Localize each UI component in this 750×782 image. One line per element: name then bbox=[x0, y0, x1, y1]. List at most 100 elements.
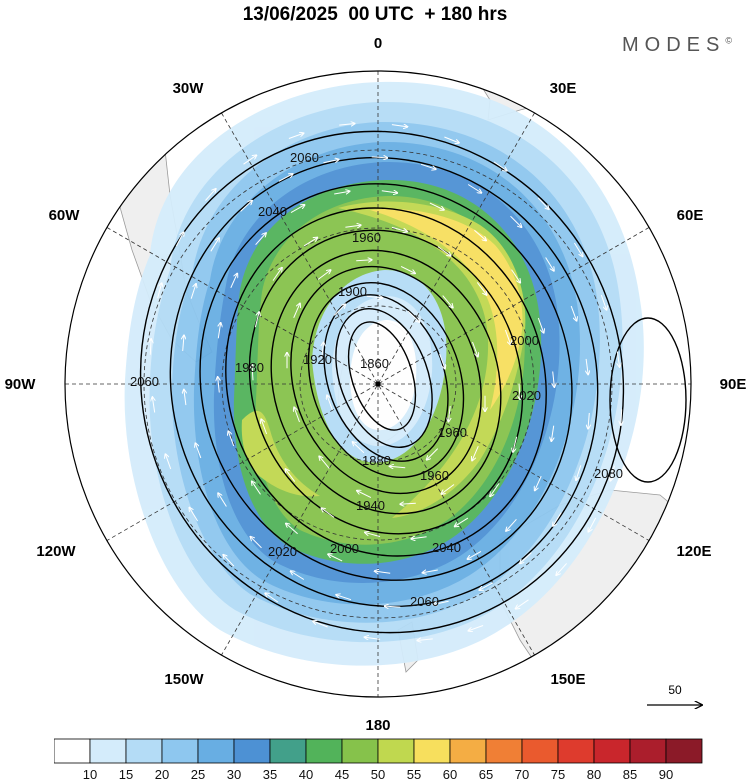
contour-label: 2040 bbox=[258, 204, 287, 219]
wind-arrow bbox=[439, 353, 446, 369]
colorbar-box bbox=[629, 738, 667, 764]
wind-arrow bbox=[433, 600, 449, 604]
wind-arrow bbox=[371, 157, 388, 158]
wind-arrow bbox=[290, 571, 305, 580]
wind-arrow bbox=[556, 563, 567, 575]
wind-arrow bbox=[357, 491, 372, 499]
colorbar-tick: 85 bbox=[623, 767, 637, 782]
wind-arrow bbox=[374, 571, 391, 573]
wind-arrow bbox=[175, 232, 184, 247]
wind-arrow bbox=[319, 456, 330, 469]
contour-label: 1980 bbox=[235, 360, 264, 375]
geopotential-contours bbox=[139, 130, 687, 634]
lon-label-90w: 90W bbox=[5, 376, 37, 393]
wind-arrow bbox=[588, 517, 597, 532]
wind-arrow bbox=[290, 205, 305, 214]
colorbar-tick: 70 bbox=[515, 767, 529, 782]
wind-arrow bbox=[426, 448, 439, 460]
brand-logo: MODES© bbox=[622, 34, 732, 57]
wind-arrow bbox=[553, 371, 555, 388]
contour-label: 1880 bbox=[362, 453, 391, 468]
colorbar-ticks: 10 15 20 25 30 35 40 45 50 55 60 65 70 7… bbox=[83, 767, 673, 782]
wind-arrow bbox=[189, 507, 199, 522]
wind-arrow bbox=[228, 431, 235, 447]
contour-2060-outer bbox=[139, 130, 625, 634]
wind-arrow bbox=[345, 225, 361, 227]
colorbar-tick: 35 bbox=[263, 767, 277, 782]
wind-arrow bbox=[429, 202, 444, 210]
colorbar-tick: 90 bbox=[659, 767, 673, 782]
wind-arrow bbox=[150, 339, 151, 355]
contour-label: 2040 bbox=[432, 540, 461, 555]
wind-arrow bbox=[551, 425, 553, 442]
contour-label: 2060 bbox=[410, 594, 439, 609]
colorbar-tick: 25 bbox=[191, 767, 205, 782]
wind-arrow bbox=[610, 465, 615, 482]
wind-arrow bbox=[448, 406, 450, 422]
wind-arrow bbox=[261, 419, 268, 435]
wind-arrow bbox=[321, 508, 335, 518]
wind-arrow bbox=[313, 621, 328, 628]
lon-label-30w: 30W bbox=[173, 80, 205, 97]
wind-arrow bbox=[490, 483, 500, 496]
wind-arrow bbox=[444, 136, 459, 143]
wind-arrow bbox=[545, 257, 555, 272]
wind-arrow bbox=[519, 383, 520, 400]
contour-label: 1960 bbox=[438, 425, 467, 440]
wind-arrow bbox=[356, 260, 372, 261]
contour-label: 2000 bbox=[510, 333, 539, 348]
wind-arrow bbox=[474, 229, 486, 241]
contour-label: 1920 bbox=[303, 352, 332, 367]
wind-arrow bbox=[205, 189, 216, 201]
wind-arrow bbox=[537, 317, 544, 333]
graticule bbox=[65, 71, 691, 697]
lon-label-0: 0 bbox=[374, 35, 382, 52]
wind-arrow bbox=[365, 532, 381, 538]
wind-arrow bbox=[588, 412, 589, 429]
lon-label-150w: 150W bbox=[164, 671, 204, 688]
colorbar-box bbox=[449, 738, 487, 764]
lon-label-120e: 120E bbox=[676, 543, 711, 560]
wind-arrow bbox=[441, 484, 455, 495]
wind-arrow bbox=[334, 191, 350, 195]
wind-arrow bbox=[617, 351, 619, 368]
contour-1860 bbox=[347, 321, 417, 431]
wind-arrow bbox=[384, 606, 401, 607]
wind-arrow bbox=[511, 269, 521, 283]
wind-reference-vector: 50 bbox=[647, 683, 702, 705]
wind-arrow bbox=[422, 569, 438, 573]
wind-arrow bbox=[218, 493, 227, 507]
wind-arrow bbox=[400, 265, 415, 273]
contour-1880 bbox=[335, 307, 433, 449]
wind-arrow bbox=[250, 537, 262, 549]
wind-arrow bbox=[195, 443, 202, 459]
wind-arrow bbox=[513, 436, 518, 453]
lon-label-150e: 150E bbox=[550, 671, 585, 688]
wind-arrow bbox=[254, 312, 259, 328]
contour-label: 2080 bbox=[594, 466, 623, 481]
wind-arrow bbox=[381, 191, 398, 193]
wind-arrow bbox=[493, 161, 507, 171]
south-pole-marker bbox=[375, 381, 381, 387]
wind-arrow bbox=[328, 554, 343, 562]
wind-arrow bbox=[553, 512, 562, 527]
colorbar-box bbox=[197, 738, 235, 764]
wind-arrow bbox=[278, 174, 293, 182]
lon-label-60w: 60W bbox=[49, 207, 81, 224]
wind-arrow bbox=[336, 595, 352, 601]
wind-arrow bbox=[157, 283, 162, 299]
wind-arrow bbox=[165, 454, 172, 470]
wind-arrow bbox=[506, 518, 517, 531]
wind-arrow bbox=[223, 555, 235, 567]
contour-2020 bbox=[199, 183, 573, 581]
wind-arrow bbox=[210, 238, 220, 252]
contour-label: 1940 bbox=[356, 498, 385, 513]
colorbar-box bbox=[233, 738, 271, 764]
wind-arrow bbox=[621, 409, 622, 425]
contour-label: 2020 bbox=[512, 388, 541, 403]
colorbar-box bbox=[413, 738, 451, 764]
colorbar-box bbox=[125, 738, 163, 764]
colorbar-tick: 80 bbox=[587, 767, 601, 782]
map-disk bbox=[65, 71, 691, 697]
colorbar-box bbox=[665, 738, 703, 764]
